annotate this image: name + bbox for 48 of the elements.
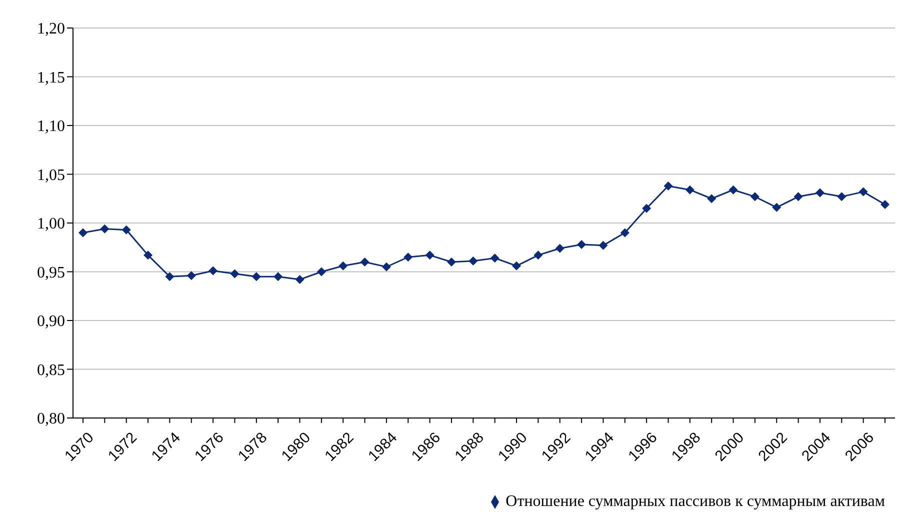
- point: [252, 272, 261, 282]
- point: [620, 228, 630, 238]
- point: [78, 228, 88, 238]
- y-tick-label: 1,00: [37, 216, 65, 233]
- point: [404, 252, 413, 262]
- point: [446, 258, 456, 266]
- point: [208, 266, 218, 276]
- point: [664, 181, 673, 190]
- point: [642, 204, 652, 213]
- y-tick-label: 0,80: [37, 410, 65, 428]
- y-tick-label: 0,95: [37, 264, 65, 282]
- point: [230, 269, 240, 278]
- point: [555, 244, 564, 253]
- y-tick-label: 0,85: [37, 362, 65, 379]
- point: [186, 271, 196, 280]
- y-tick-label: 1,20: [37, 20, 65, 38]
- point: [122, 225, 131, 234]
- point: [165, 272, 174, 282]
- point: [577, 240, 586, 249]
- point: [490, 254, 500, 263]
- point: [728, 185, 738, 194]
- point: [316, 267, 326, 276]
- point: [512, 261, 522, 270]
- point: [750, 192, 760, 202]
- point: [425, 250, 434, 260]
- point: [707, 194, 716, 204]
- point: [858, 187, 868, 196]
- point: [274, 272, 283, 282]
- legend-label: Отношение суммарных пассивов к суммарным активам: [506, 493, 885, 510]
- point: [794, 192, 803, 202]
- point: [144, 250, 153, 260]
- y-tick-label: 1,05: [37, 166, 65, 184]
- point: [772, 202, 782, 212]
- y-tick-label: 1,10: [37, 118, 65, 136]
- point: [100, 224, 110, 234]
- y-tick-label: 0,90: [37, 313, 65, 330]
- point: [382, 262, 391, 272]
- point: [598, 240, 608, 250]
- point: [295, 275, 304, 284]
- point: [360, 258, 370, 266]
- y-tick-label: 1,15: [37, 69, 65, 86]
- point: [534, 250, 543, 260]
- point: [338, 261, 348, 270]
- point: [815, 188, 824, 198]
- point: [837, 192, 846, 202]
- point: [685, 185, 694, 194]
- point: [880, 200, 890, 209]
- point: [468, 256, 478, 266]
